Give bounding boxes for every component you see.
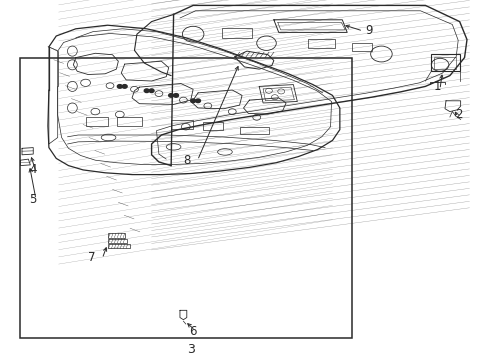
Bar	[117, 117, 142, 126]
Bar	[351, 43, 371, 51]
Circle shape	[122, 85, 127, 88]
Bar	[433, 57, 455, 69]
Circle shape	[144, 89, 149, 93]
Bar	[239, 127, 268, 134]
Text: 6: 6	[189, 325, 197, 338]
Circle shape	[173, 94, 178, 97]
Circle shape	[149, 89, 154, 93]
Circle shape	[117, 85, 122, 88]
Bar	[203, 122, 223, 130]
Bar	[20, 58, 351, 338]
Circle shape	[190, 99, 195, 103]
Bar	[107, 239, 127, 243]
Bar	[171, 120, 193, 129]
Circle shape	[195, 99, 200, 103]
Bar	[307, 39, 334, 48]
Circle shape	[168, 94, 173, 97]
Text: 8: 8	[183, 154, 190, 167]
Text: 9: 9	[365, 24, 372, 37]
Text: 3: 3	[186, 343, 194, 356]
Bar	[107, 233, 124, 238]
Text: 1: 1	[433, 80, 441, 93]
Text: 2: 2	[454, 108, 462, 121]
Bar	[222, 28, 251, 38]
Text: 7: 7	[88, 251, 96, 264]
Bar	[107, 244, 129, 248]
Text: 4: 4	[29, 163, 37, 176]
Bar	[85, 117, 107, 126]
Bar	[430, 54, 459, 71]
Text: 5: 5	[29, 193, 37, 206]
